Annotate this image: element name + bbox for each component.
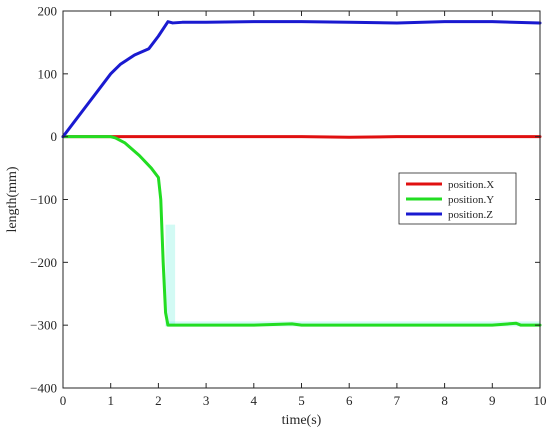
transition-shade (165, 224, 176, 327)
legend: position.X position.Y position.Z (398, 172, 517, 225)
series-line-position-y (61, 135, 542, 327)
y-axis-title: length(mm) (5, 166, 20, 232)
x-tick-label: 3 (203, 393, 210, 408)
x-tick-label: 4 (251, 393, 258, 408)
x-axis: 0 1 2 3 4 5 6 7 8 9 10 (60, 11, 547, 408)
y-tick-label: −400 (30, 381, 57, 396)
series-line-position-x (61, 135, 542, 139)
x-tick-label: 7 (394, 393, 401, 408)
x-tick-label: 9 (489, 393, 496, 408)
y-tick-label: −300 (30, 318, 57, 333)
x-tick-label: 8 (441, 393, 448, 408)
x-tick-label: 2 (155, 393, 162, 408)
y-tick-label: 100 (38, 66, 58, 81)
legend-label: position.X (448, 179, 494, 191)
series-line-position-z (61, 20, 542, 139)
legend-label: position.Y (448, 194, 494, 206)
x-tick-label: 1 (107, 393, 114, 408)
y-tick-label: 0 (51, 129, 58, 144)
x-tick-label: 6 (346, 393, 353, 408)
legend-label: position.Z (448, 209, 493, 221)
series-layer (61, 20, 542, 327)
y-axis: −400 −300 −200 −100 0 100 200 (30, 4, 540, 396)
x-tick-label: 5 (298, 393, 305, 408)
x-axis-title: time(s) (282, 413, 322, 428)
y-tick-label: 200 (38, 4, 58, 19)
y-tick-label: −200 (30, 255, 57, 270)
y-tick-label: −100 (30, 192, 57, 207)
x-tick-label: 10 (534, 393, 547, 408)
x-tick-label: 0 (60, 393, 67, 408)
